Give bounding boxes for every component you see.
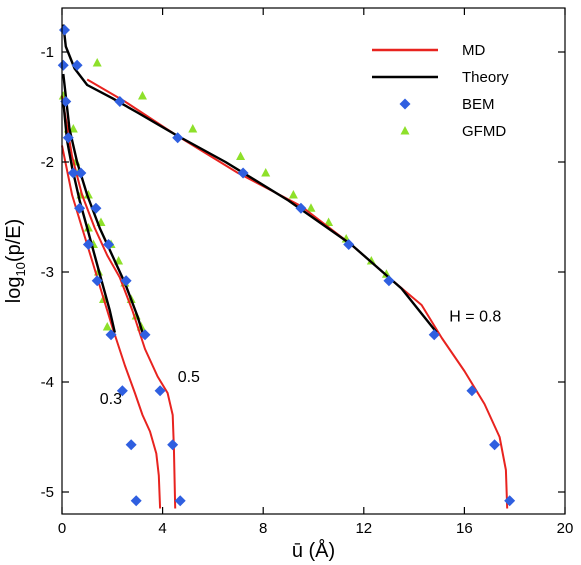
y-axis-title-rest: (p/E) [3, 219, 25, 262]
x-tick-label: 12 [355, 520, 372, 537]
bem-point [343, 239, 355, 250]
bem-point [57, 59, 69, 71]
theory-curve-03 [62, 101, 116, 333]
bem-point [71, 59, 83, 71]
bem-point [67, 167, 79, 179]
bem-point [114, 96, 126, 107]
md-curve-05 [61, 95, 177, 509]
gfmd-point [83, 223, 93, 232]
bem-point [295, 202, 307, 214]
gfmd-point [236, 151, 246, 160]
gfmd-point [288, 190, 298, 199]
legend-swatch-bem [399, 98, 411, 110]
plot-frame [61, 7, 566, 515]
curve-annotation: 0.5 [178, 369, 200, 386]
gfmd-point [92, 58, 102, 67]
legend: MD Theory BEM GFMD [372, 42, 509, 140]
bem-point [59, 24, 71, 36]
legend-label: BEM [462, 96, 495, 113]
y-tick-label: -2 [41, 154, 54, 171]
md-curve-03 [61, 145, 162, 509]
bem-point [172, 132, 184, 144]
gfmd-point [306, 203, 316, 212]
gfmd-point [137, 91, 147, 100]
bem-point [167, 439, 179, 451]
bem-point [91, 275, 103, 287]
axis-ticks: 0 4 8 12 16 20 -1 -2 -3 -4 -5 [41, 8, 574, 537]
bem-point [139, 329, 151, 341]
curve-annotation: 0.3 [100, 391, 122, 408]
y-tick-label: -1 [41, 44, 54, 61]
y-tick-label: -4 [41, 374, 54, 391]
bem-point [75, 167, 87, 179]
bem-point [383, 275, 395, 287]
bem-point [60, 96, 72, 107]
x-tick-label: 8 [259, 520, 267, 537]
legend-swatch-gfmd [400, 126, 410, 135]
legend-label: GFMD [462, 123, 506, 140]
x-tick-label: 20 [557, 520, 574, 537]
gfmd-point [102, 322, 112, 331]
y-tick-label: -3 [41, 264, 54, 281]
bem-point [489, 439, 501, 451]
bem-point [125, 439, 137, 451]
curve-annotation: H = 0.8 [449, 309, 501, 326]
bem-point [174, 495, 186, 507]
gfmd-point [68, 124, 78, 133]
bem-point [237, 167, 249, 179]
x-tick-label: 0 [58, 520, 66, 537]
gfmd-point [324, 217, 334, 226]
theory-curve-05 [62, 73, 144, 333]
gfmd-point [261, 168, 271, 177]
legend-label: MD [462, 42, 485, 59]
annotations: 0.3 0.5 H = 0.8 [100, 309, 502, 409]
gfmd-point [366, 256, 376, 265]
bem-point [428, 329, 440, 341]
x-axis-title: ū (Å) [292, 539, 335, 562]
bem-point [504, 495, 516, 507]
bem-point [62, 132, 74, 144]
bem-point [116, 385, 128, 397]
bem-point [74, 202, 86, 214]
plot-area [57, 24, 516, 509]
y-axis-title: log10(p/E) [3, 219, 28, 304]
y-tick-label: -5 [41, 484, 54, 501]
bem-point [82, 239, 94, 250]
bem-point [103, 239, 115, 250]
gfmd-point [83, 190, 93, 199]
bem-point [130, 495, 142, 507]
bem-point [154, 385, 166, 397]
bem-point [120, 275, 132, 287]
y-axis-title-base: log [3, 277, 25, 304]
gfmd-point [188, 124, 198, 133]
md-curve-08 [86, 78, 509, 509]
x-tick-label: 4 [158, 520, 166, 537]
legend-label: Theory [462, 69, 509, 86]
bem-point [90, 202, 102, 214]
x-tick-label: 16 [456, 520, 473, 537]
bem-point [105, 329, 117, 341]
y-axis-title-subscript: 10 [13, 262, 28, 276]
bem-point [466, 385, 478, 397]
